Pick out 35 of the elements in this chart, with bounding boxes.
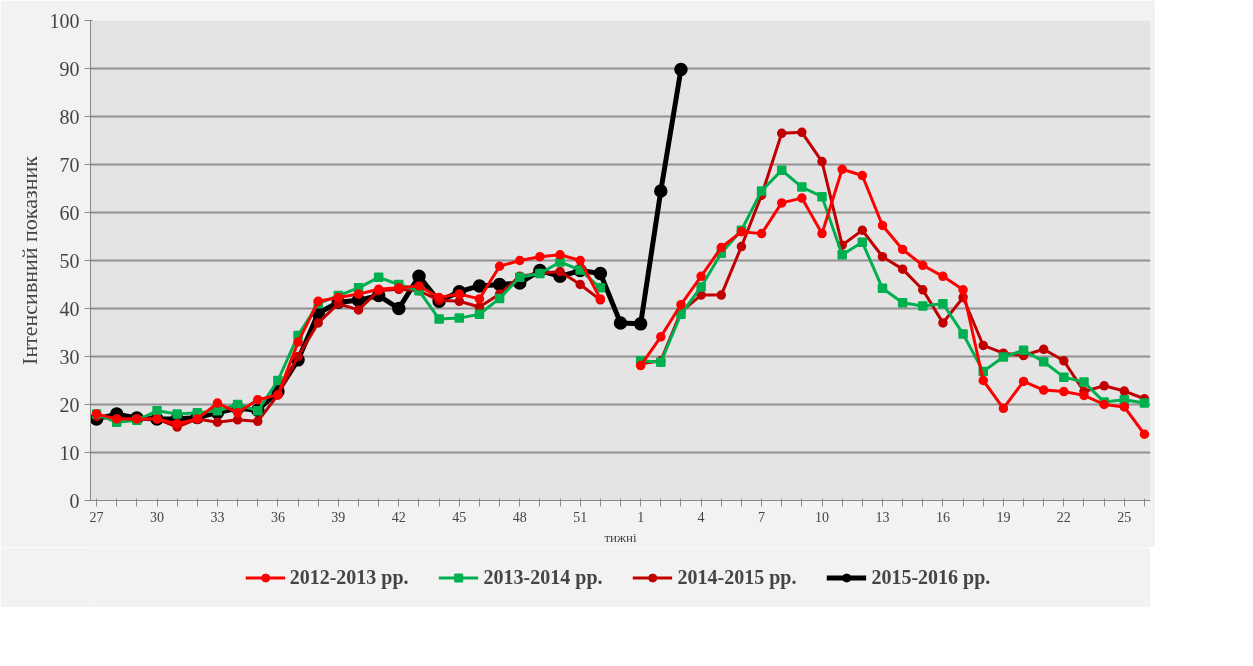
y-tick-label: 80 bbox=[59, 105, 80, 128]
x-tick-label: 1 bbox=[637, 509, 645, 525]
x-tick-label: 25 bbox=[1117, 509, 1132, 525]
y-tick-label: 50 bbox=[59, 249, 80, 272]
legend-label: 2012-2013 рр. bbox=[289, 565, 409, 589]
y-tick-label: 60 bbox=[59, 201, 80, 224]
y-tick-label: 20 bbox=[59, 393, 80, 416]
y-tick-label: 70 bbox=[59, 153, 80, 176]
legend-label: 2014-2015 рр. bbox=[677, 565, 797, 589]
legend-label: 2013-2014 рр. bbox=[483, 565, 603, 589]
x-tick-label: 22 bbox=[1056, 509, 1071, 525]
x-tick-label: 42 bbox=[391, 509, 406, 525]
x-tick-label: 30 bbox=[150, 509, 164, 525]
x-tick-label: 36 bbox=[270, 509, 285, 525]
x-tick-label: 16 bbox=[935, 509, 950, 525]
legend-label: 2015-2016 рр. bbox=[871, 565, 991, 589]
y-axis-title: Інтенсивний показник bbox=[16, 155, 42, 365]
y-tick-label: 90 bbox=[59, 57, 80, 80]
x-tick-label: 45 bbox=[452, 509, 467, 525]
y-tick-label: 30 bbox=[59, 345, 80, 368]
x-tick-label: 7 bbox=[758, 509, 766, 525]
x-tick-label: 48 bbox=[512, 509, 527, 525]
x-tick-label: 39 bbox=[331, 509, 346, 525]
y-tick-label: 100 bbox=[49, 9, 80, 32]
y-tick-label: 0 bbox=[69, 489, 80, 512]
x-tick-label: 51 bbox=[573, 509, 588, 525]
y-tick-label: 40 bbox=[59, 297, 80, 320]
x-axis-title: тижні bbox=[604, 529, 637, 545]
x-tick-label: 13 bbox=[875, 509, 890, 525]
x-tick-label: 27 bbox=[89, 509, 104, 525]
x-tick-label: 19 bbox=[996, 509, 1011, 525]
y-tick-label: 10 bbox=[59, 441, 80, 464]
x-tick-label: 4 bbox=[697, 509, 705, 525]
x-tick-label: 10 bbox=[815, 509, 830, 525]
x-tick-label: 33 bbox=[210, 509, 225, 525]
